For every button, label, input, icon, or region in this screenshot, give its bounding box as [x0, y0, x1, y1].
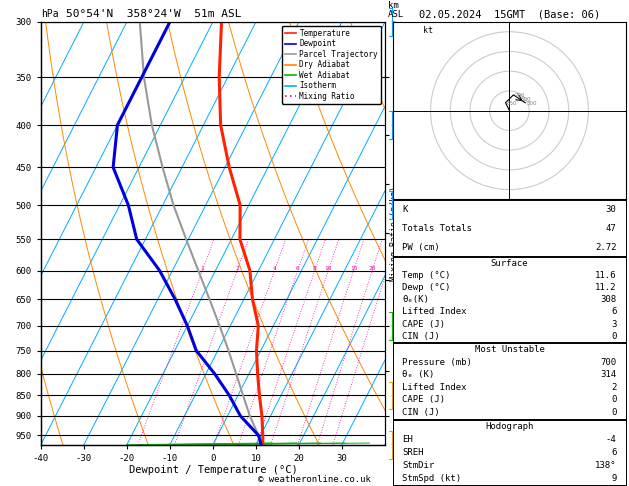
Text: Dewp (°C): Dewp (°C): [403, 283, 451, 292]
Text: SREH: SREH: [403, 448, 424, 457]
Text: 138°: 138°: [595, 461, 616, 470]
Text: StmSpd (kt): StmSpd (kt): [403, 474, 462, 483]
Text: θₑ (K): θₑ (K): [403, 370, 435, 379]
Text: Mixing Ratio (g/kg): Mixing Ratio (g/kg): [390, 186, 399, 281]
Text: 11.6: 11.6: [595, 271, 616, 280]
Text: 20: 20: [369, 265, 376, 271]
Text: 6: 6: [296, 265, 299, 271]
Text: StmDir: StmDir: [403, 461, 435, 470]
Text: PW (cm): PW (cm): [403, 243, 440, 251]
Text: 3: 3: [611, 320, 616, 329]
Text: 2.72: 2.72: [595, 243, 616, 251]
Text: 308: 308: [601, 295, 616, 304]
Text: 15: 15: [350, 265, 357, 271]
Text: CAPE (J): CAPE (J): [403, 320, 445, 329]
Text: CAPE (J): CAPE (J): [403, 395, 445, 404]
Text: Most Unstable: Most Unstable: [474, 345, 545, 354]
Text: Temp (°C): Temp (°C): [403, 271, 451, 280]
Text: 6: 6: [611, 448, 616, 457]
Text: 2: 2: [611, 383, 616, 392]
Text: 8: 8: [313, 265, 316, 271]
Text: 850: 850: [506, 101, 517, 106]
Text: 0: 0: [611, 408, 616, 417]
Text: K: K: [403, 205, 408, 214]
Text: CIN (J): CIN (J): [403, 408, 440, 417]
Text: Pressure (mb): Pressure (mb): [403, 358, 472, 366]
Text: Totals Totals: Totals Totals: [403, 224, 472, 233]
Text: 02.05.2024  15GMT  (Base: 06): 02.05.2024 15GMT (Base: 06): [419, 9, 600, 19]
Text: 11.2: 11.2: [595, 283, 616, 292]
Text: 700: 700: [601, 358, 616, 366]
Text: Lifted Index: Lifted Index: [403, 383, 467, 392]
Text: 314: 314: [601, 370, 616, 379]
Text: 10: 10: [325, 265, 332, 271]
Text: 50°54'N  358°24'W  51m ASL: 50°54'N 358°24'W 51m ASL: [66, 9, 242, 19]
Text: 9: 9: [611, 474, 616, 483]
Text: km
ASL: km ASL: [388, 1, 404, 19]
Text: Surface: Surface: [491, 259, 528, 268]
Text: 300: 300: [526, 101, 537, 106]
Text: © weatheronline.co.uk: © weatheronline.co.uk: [258, 474, 371, 484]
Text: 6: 6: [611, 308, 616, 316]
Text: 4: 4: [273, 265, 276, 271]
Text: 1: 1: [201, 265, 204, 271]
Text: 700: 700: [515, 93, 525, 98]
Text: Lifted Index: Lifted Index: [403, 308, 467, 316]
Text: kt: kt: [423, 26, 433, 35]
Text: 2: 2: [235, 265, 239, 271]
Text: 500: 500: [520, 97, 531, 102]
Text: θₑ(K): θₑ(K): [403, 295, 430, 304]
Text: 0: 0: [611, 332, 616, 341]
Text: 0: 0: [611, 395, 616, 404]
Text: Hodograph: Hodograph: [486, 422, 533, 431]
Text: LCL: LCL: [392, 440, 407, 449]
Text: CIN (J): CIN (J): [403, 332, 440, 341]
Text: hPa: hPa: [41, 9, 58, 19]
Legend: Temperature, Dewpoint, Parcel Trajectory, Dry Adiabat, Wet Adiabat, Isotherm, Mi: Temperature, Dewpoint, Parcel Trajectory…: [282, 26, 381, 104]
Text: 47: 47: [606, 224, 616, 233]
Text: -4: -4: [606, 435, 616, 444]
Text: EH: EH: [403, 435, 413, 444]
X-axis label: Dewpoint / Temperature (°C): Dewpoint / Temperature (°C): [128, 466, 298, 475]
Text: 30: 30: [606, 205, 616, 214]
